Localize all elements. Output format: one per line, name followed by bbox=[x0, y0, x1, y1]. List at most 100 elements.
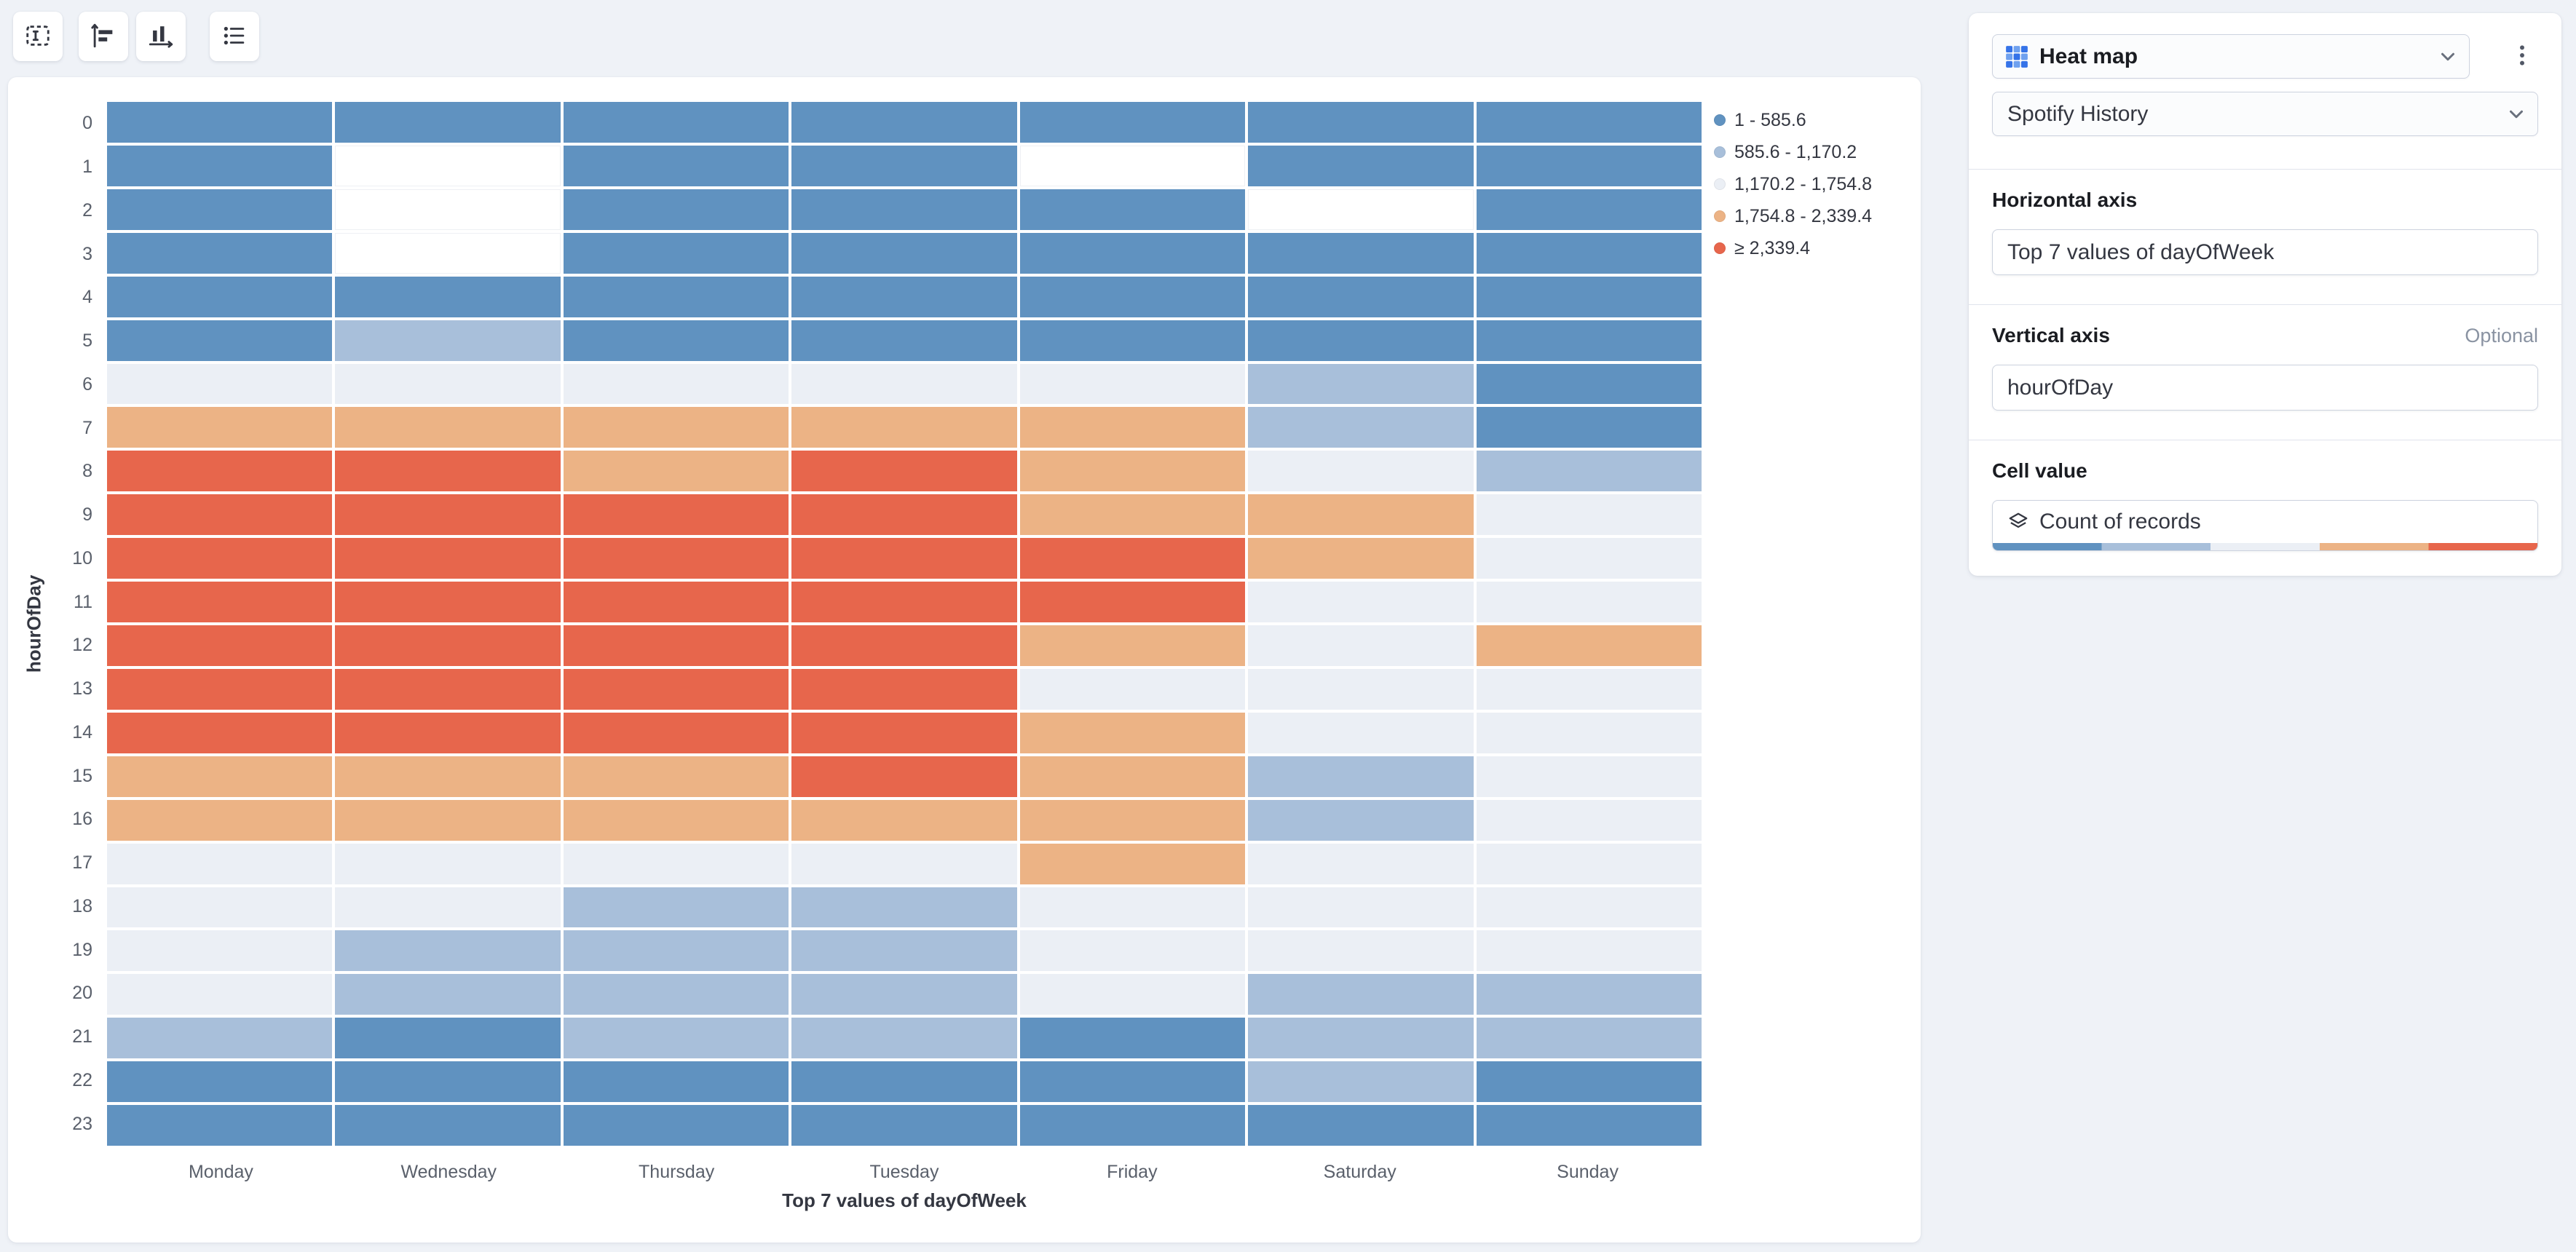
heatmap-cell[interactable] bbox=[1019, 145, 1246, 186]
heatmap-cell[interactable] bbox=[107, 276, 333, 317]
heatmap-cell[interactable] bbox=[563, 843, 789, 884]
heatmap-cell[interactable] bbox=[1248, 1061, 1474, 1103]
heatmap-cell[interactable] bbox=[335, 320, 561, 361]
heatmap-cell[interactable] bbox=[1476, 712, 1702, 753]
heatmap-cell[interactable] bbox=[791, 1105, 1017, 1146]
legend-item[interactable]: 1,754.8 - 2,339.4 bbox=[1714, 200, 1872, 232]
heatmap-cell[interactable] bbox=[791, 320, 1017, 361]
heatmap-cell[interactable] bbox=[1019, 320, 1246, 361]
heatmap-cell[interactable] bbox=[1019, 363, 1246, 405]
heatmap-cell[interactable] bbox=[791, 363, 1017, 405]
cell-value-field[interactable]: Count of records bbox=[1992, 500, 2538, 551]
heatmap-cell[interactable] bbox=[1019, 189, 1246, 230]
heatmap-cell[interactable] bbox=[791, 712, 1017, 753]
heatmap-cell[interactable] bbox=[335, 799, 561, 841]
heatmap-cell[interactable] bbox=[1019, 102, 1246, 143]
heatmap-cell[interactable] bbox=[1248, 276, 1474, 317]
heatmap-cell[interactable] bbox=[335, 189, 561, 230]
heatmap-cell[interactable] bbox=[1248, 625, 1474, 666]
heatmap-cell[interactable] bbox=[1248, 843, 1474, 884]
heatmap-cell[interactable] bbox=[791, 494, 1017, 536]
heatmap-cell[interactable] bbox=[563, 189, 789, 230]
heatmap-cell[interactable] bbox=[1248, 668, 1474, 710]
horizontal-axis-settings-button[interactable] bbox=[136, 12, 186, 61]
heatmap-cell[interactable] bbox=[1476, 102, 1702, 143]
heatmap-cell[interactable] bbox=[791, 1018, 1017, 1059]
heatmap-cell[interactable] bbox=[1476, 625, 1702, 666]
heatmap-cell[interactable] bbox=[563, 1061, 789, 1103]
heatmap-cell[interactable] bbox=[1248, 1018, 1474, 1059]
heatmap-cell[interactable] bbox=[1019, 1018, 1246, 1059]
heatmap-cell[interactable] bbox=[563, 974, 789, 1015]
heatmap-cell[interactable] bbox=[1019, 887, 1246, 928]
heatmap-cell[interactable] bbox=[563, 799, 789, 841]
heatmap-cell[interactable] bbox=[791, 930, 1017, 972]
heatmap-cell[interactable] bbox=[1476, 974, 1702, 1015]
heatmap-cell[interactable] bbox=[107, 887, 333, 928]
chart-type-select[interactable]: Heat map bbox=[1992, 34, 2470, 79]
heatmap-cell[interactable] bbox=[1248, 145, 1474, 186]
heatmap-cell[interactable] bbox=[791, 276, 1017, 317]
heatmap-cell[interactable] bbox=[107, 974, 333, 1015]
heatmap-cell[interactable] bbox=[1019, 756, 1246, 797]
heatmap-cell[interactable] bbox=[1019, 799, 1246, 841]
heatmap-cell[interactable] bbox=[1248, 582, 1474, 622]
heatmap-cell[interactable] bbox=[563, 668, 789, 710]
heatmap-cell[interactable] bbox=[107, 232, 333, 274]
vertical-axis-settings-button[interactable] bbox=[79, 12, 128, 61]
heatmap-cell[interactable] bbox=[107, 582, 333, 622]
heatmap-cell[interactable] bbox=[1476, 756, 1702, 797]
heatmap-cell[interactable] bbox=[563, 538, 789, 579]
heatmap-cell[interactable] bbox=[1248, 102, 1474, 143]
heatmap-cell[interactable] bbox=[107, 451, 333, 492]
heatmap-cell[interactable] bbox=[335, 668, 561, 710]
heatmap-cell[interactable] bbox=[1476, 799, 1702, 841]
legend-item[interactable]: ≥ 2,339.4 bbox=[1714, 232, 1872, 264]
heatmap-cell[interactable] bbox=[563, 887, 789, 928]
heatmap-cell[interactable] bbox=[563, 625, 789, 666]
heatmap-cell[interactable] bbox=[1248, 974, 1474, 1015]
heatmap-cell[interactable] bbox=[1019, 930, 1246, 972]
dataset-select[interactable]: Spotify History bbox=[1992, 92, 2538, 136]
vertical-axis-field[interactable]: hourOfDay bbox=[1992, 365, 2538, 411]
heatmap-cell[interactable] bbox=[791, 625, 1017, 666]
heatmap-cell[interactable] bbox=[1019, 232, 1246, 274]
heatmap-cell[interactable] bbox=[107, 843, 333, 884]
heatmap-cell[interactable] bbox=[1248, 232, 1474, 274]
heatmap-cell[interactable] bbox=[563, 102, 789, 143]
heatmap-cell[interactable] bbox=[1019, 843, 1246, 884]
heatmap-cell[interactable] bbox=[335, 712, 561, 753]
legend-item[interactable]: 585.6 - 1,170.2 bbox=[1714, 136, 1872, 168]
heatmap-cell[interactable] bbox=[563, 712, 789, 753]
heatmap-cell[interactable] bbox=[1476, 145, 1702, 186]
heatmap-cell[interactable] bbox=[335, 756, 561, 797]
heatmap-cell[interactable] bbox=[1476, 276, 1702, 317]
heatmap-cell[interactable] bbox=[335, 407, 561, 448]
heatmap-cell[interactable] bbox=[107, 102, 333, 143]
heatmap-cell[interactable] bbox=[1019, 625, 1246, 666]
heatmap-cell[interactable] bbox=[1476, 407, 1702, 448]
heatmap-cell[interactable] bbox=[107, 1018, 333, 1059]
legend-item[interactable]: 1,170.2 - 1,754.8 bbox=[1714, 168, 1872, 200]
heatmap-cell[interactable] bbox=[107, 799, 333, 841]
heatmap-cell[interactable] bbox=[791, 232, 1017, 274]
heatmap-cell[interactable] bbox=[107, 363, 333, 405]
heatmap-cell[interactable] bbox=[107, 494, 333, 536]
heatmap-cell[interactable] bbox=[107, 1105, 333, 1146]
heatmap-cell[interactable] bbox=[1476, 494, 1702, 536]
heatmap-cell[interactable] bbox=[1019, 582, 1246, 622]
heatmap-cell[interactable] bbox=[335, 1061, 561, 1103]
legend-item[interactable]: 1 - 585.6 bbox=[1714, 104, 1872, 136]
heatmap-cell[interactable] bbox=[1476, 232, 1702, 274]
heatmap-cell[interactable] bbox=[335, 102, 561, 143]
heatmap-cell[interactable] bbox=[1019, 407, 1246, 448]
heatmap-cell[interactable] bbox=[1019, 1105, 1246, 1146]
heatmap-cell[interactable] bbox=[1019, 712, 1246, 753]
heatmap-cell[interactable] bbox=[335, 1018, 561, 1059]
heatmap-cell[interactable] bbox=[563, 276, 789, 317]
heatmap-cell[interactable] bbox=[335, 363, 561, 405]
heatmap-cell[interactable] bbox=[1476, 1061, 1702, 1103]
heatmap-cell[interactable] bbox=[107, 320, 333, 361]
heatmap-cell[interactable] bbox=[563, 320, 789, 361]
heatmap-cell[interactable] bbox=[1248, 494, 1474, 536]
